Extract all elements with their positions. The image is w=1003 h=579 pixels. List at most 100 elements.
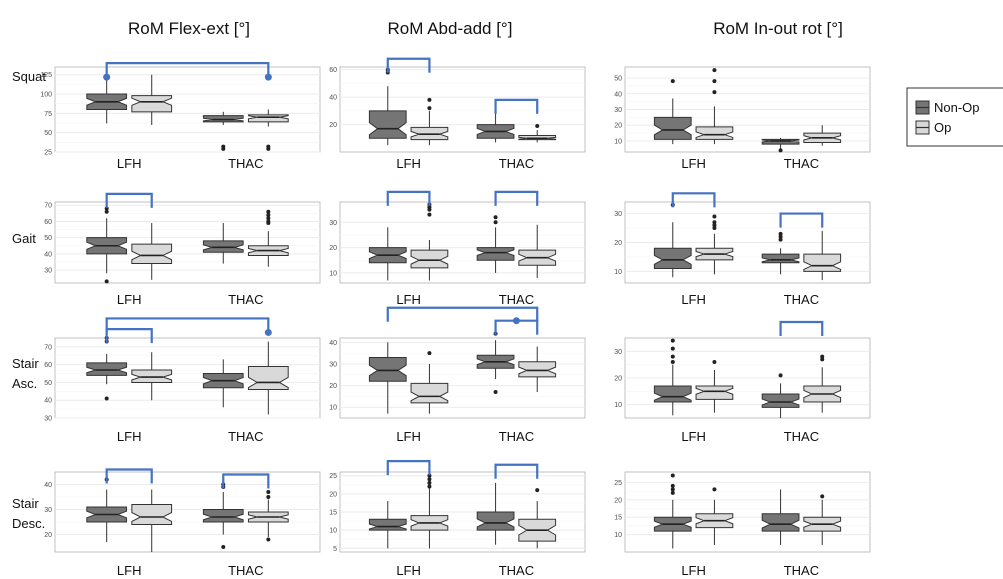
panel-squat-flex-ext-ytick-label: 50 [44,130,52,137]
panel-gait-flex-ext-ytick-label: 60 [44,219,52,226]
panel-gait-in-out-rot-thac-op-box [803,253,842,272]
panel-squat-abd-add-significance-bracket-1 [386,57,431,73]
panel-squat-in-out-rot-lfh-non-op-box [653,116,692,140]
panel-stair-asc-in-out-rot-xlabel-thac: THAC [784,429,819,444]
legend-frame [906,87,1003,147]
panel-stair-desc-flex-ext-significance-bracket-2 [222,473,270,489]
panel-stair-asc-in-out-rot-lfh-op-outlier [712,360,717,364]
panel-stair-asc-abd-add-significance-bracket-1 [386,306,539,322]
panel-squat-abd-add-ytick-label: 20 [329,122,337,129]
panel-squat-abd-add: 20 40 60 LFH THAC [329,57,586,171]
panel-stair-asc-in-out-rot-ytick-label: 30 [614,349,622,356]
panel-gait-abd-add-ytick-label: 20 [329,245,337,252]
panel-squat-flex-ext-ytick-label: 125 [40,72,52,79]
panel-squat-in-out-rot-lfh-op-box [695,126,734,140]
panel-gait-abd-add-thac-non-op-outlier [493,220,498,225]
panel-gait-flex-ext-thac-op-outlier [266,221,271,226]
panel-gait-flex-ext: 30 40 50 60 70 LFH THAC [44,192,321,307]
panel-stair-desc-in-out-rot-thac-non-op-box [761,513,800,532]
panel-squat-in-out-rot-xlabel-lfh: LFH [681,156,706,171]
row-label-line: Stair [12,356,39,371]
column-title-flex-ext: RoM Flex-ext [°] [128,19,250,38]
panel-stair-asc-flex-ext-lfh-non-op-box [86,362,128,376]
panel-squat-in-out-rot-lfh-op-outlier [712,79,717,84]
panel-stair-asc-flex-ext-significance-bracket-2 [105,328,153,344]
panel-stair-asc-abd-add-ytick-label: 30 [329,361,337,368]
panel-gait-abd-add-frame [339,201,586,284]
panel-stair-desc-abd-add-thac-op-outlier [535,488,540,493]
panel-squat-abd-add-xlabel-thac: THAC [499,156,534,171]
panel-stair-asc-in-out-rot-lfh-non-op-box [653,385,692,403]
panel-squat-in-out-rot-lfh-op-outlier [712,90,717,95]
panel-gait-in-out-rot-xlabel-thac: THAC [784,292,819,307]
row-labels: Squat Gait Stair Asc. Stair Desc. [12,69,46,531]
panel-squat-in-out-rot-ytick-label: 30 [614,107,622,114]
column-titles: RoM Flex-ext [°] RoM Abd-add [°] RoM In-… [128,19,843,38]
panel-squat-in-out-rot: 10 20 30 40 50 LFH THAC [614,66,871,171]
panel-squat-in-out-rot-lfh-non-op-outlier [670,79,675,84]
panel-stair-desc-flex-ext-thac-non-op-box [202,509,244,523]
panel-stair-desc-in-out-rot-ytick-label: 15 [614,515,622,522]
panel-gait-abd-add-ytick-label: 30 [329,220,337,227]
row-label-squat: Squat [12,69,46,84]
panel-stair-desc-in-out-rot-thac-op-outlier [820,494,825,499]
panel-gait-in-out-rot-ytick-label: 30 [614,211,622,218]
panel-stair-desc-flex-ext-ytick-label: 30 [44,507,52,514]
panel-gait-abd-add-xlabel-lfh: LFH [396,292,421,307]
panel-gait-flex-ext-significance-bracket-1 [105,192,153,208]
row-label-line: Desc. [12,516,45,531]
panel-squat-in-out-rot-xlabel-thac: THAC [784,156,819,171]
panel-squat-flex-ext-ytick-label: 75 [44,111,52,118]
panel-gait-abd-add: 10 20 30 LFH THAC [329,190,586,307]
panel-squat-in-out-rot-ytick-label: 50 [614,76,622,83]
panel-stair-desc-abd-add-lfh-op-outlier [427,480,432,485]
panel-squat-flex-ext-significance-bracket-1 [105,62,270,78]
panel-stair-asc-flex-ext: 30 40 50 60 70 LFH THAC [44,317,321,444]
panel-gait-in-out-rot-xlabel-lfh: LFH [681,292,706,307]
panel-stair-desc-in-out-rot-ytick-label: 10 [614,532,622,539]
panel-gait-flex-ext-thac-op-outlier [266,209,271,214]
panel-stair-asc-abd-add-lfh-op-box [410,382,449,404]
panel-stair-asc-in-out-rot-lfh-non-op-outlier [670,354,675,359]
panel-stair-desc-in-out-rot-lfh-non-op-outlier [670,487,675,492]
panel-squat-abd-add-ytick-label: 40 [329,95,337,102]
row-label-line: Stair [12,496,39,511]
panel-stair-desc-flex-ext-thac-op-outlier [266,490,271,494]
panel-gait-in-out-rot-lfh-op-outlier [712,214,717,219]
legend-item-non-op: Non-Op [915,100,980,115]
row-label-line: Squat [12,69,46,84]
panel-stair-desc-abd-add-lfh-non-op-box [368,518,407,531]
panel-stair-desc-flex-ext-thac-non-op-outlier [221,545,226,549]
panel-stair-asc-flex-ext-ytick-label: 30 [44,416,52,423]
panel-stair-asc-flex-ext-ytick-label: 50 [44,380,52,387]
panel-stair-desc-flex-ext-ytick-label: 20 [44,532,52,539]
row-label-stair-desc: Stair Desc. [12,496,45,531]
panel-gait-abd-add-lfh-op-outlier [427,207,432,212]
column-title-abd-add: RoM Abd-add [°] [388,19,513,38]
panel-gait-flex-ext-xlabel-lfh: LFH [117,292,142,307]
panel-squat-in-out-rot-lfh-op-outlier [712,68,717,73]
panel-stair-asc-flex-ext-significance-bracket-1 [105,317,270,333]
panel-stair-asc-in-out-rot-lfh-non-op-outlier [670,360,675,364]
panel-stair-asc-abd-add-thac-non-op-outlier [493,390,498,395]
panel-stair-asc-abd-add-thac-op-box [518,361,557,378]
panel-stair-asc-abd-add-lfh-non-op-box [368,356,407,382]
panel-gait-in-out-rot-thac-non-op-outlier [778,231,783,236]
panel-stair-desc-abd-add-ytick-label: 25 [329,473,337,480]
panel-stair-desc-in-out-rot-lfh-non-op-outlier [670,483,675,488]
panel-gait-abd-add-xlabel-thac: THAC [499,292,534,307]
panel-gait-flex-ext-ytick-label: 70 [44,203,52,210]
panel-stair-asc-flex-ext-lfh-non-op-outlier [104,396,109,401]
panel-gait-flex-ext-lfh-non-op-outlier [104,209,109,214]
panel-gait-in-out-rot-significance-bracket-1 [671,192,716,208]
panel-stair-asc-abd-add-lfh-op-outlier [427,351,432,356]
panel-squat-flex-ext-ytick-label: 100 [40,92,52,99]
panel-gait-in-out-rot-thac-non-op-box [761,253,800,264]
panel-stair-asc-in-out-rot-thac-non-op-outlier [778,373,783,378]
panel-squat-abd-add-lfh-non-op-box [368,110,407,139]
panel-stair-asc-flex-ext-xlabel-lfh: LFH [117,429,142,444]
panel-squat-flex-ext: 25 50 75 100 125 LFH THAC [40,62,321,171]
panel-stair-asc-in-out-rot-ytick-label: 10 [614,402,622,409]
panel-gait-abd-add-lfh-op-outlier [427,212,432,217]
